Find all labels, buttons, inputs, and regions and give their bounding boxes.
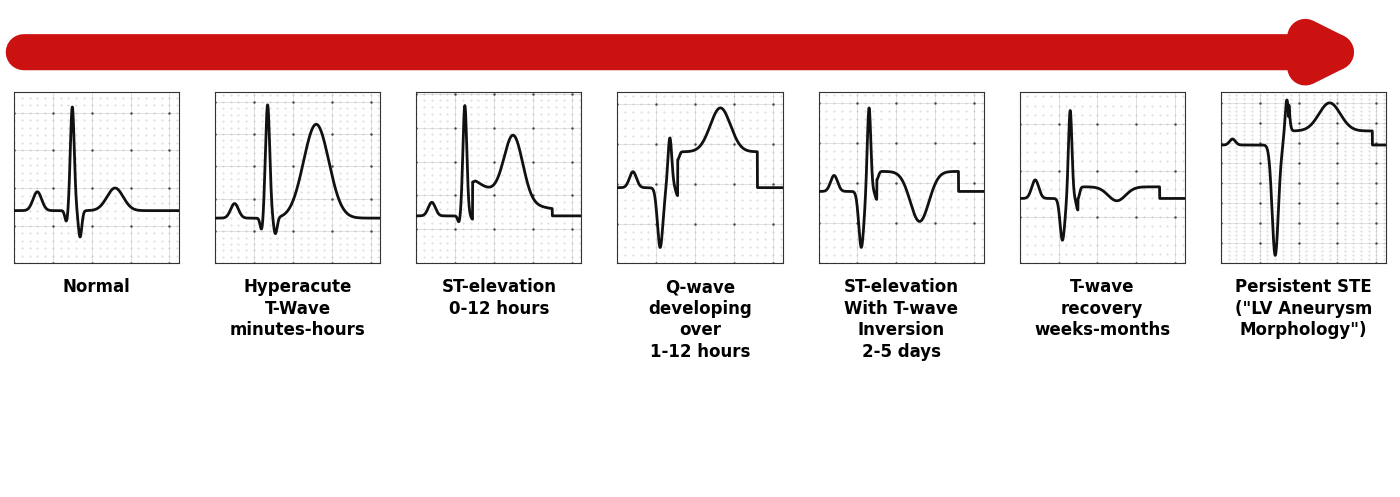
Text: Q-wave
developing
over
1-12 hours: Q-wave developing over 1-12 hours <box>648 278 752 361</box>
Text: Normal: Normal <box>63 278 130 296</box>
Text: T-wave
recovery
weeks-months: T-wave recovery weeks-months <box>1035 278 1170 339</box>
Text: ST-elevation
With T-wave
Inversion
2-5 days: ST-elevation With T-wave Inversion 2-5 d… <box>844 278 959 361</box>
Text: Persistent STE
("LV Aneurysm
Morphology"): Persistent STE ("LV Aneurysm Morphology"… <box>1235 278 1372 339</box>
Text: Hyperacute
T-Wave
minutes-hours: Hyperacute T-Wave minutes-hours <box>230 278 365 339</box>
Text: ST-elevation
0-12 hours: ST-elevation 0-12 hours <box>441 278 556 318</box>
